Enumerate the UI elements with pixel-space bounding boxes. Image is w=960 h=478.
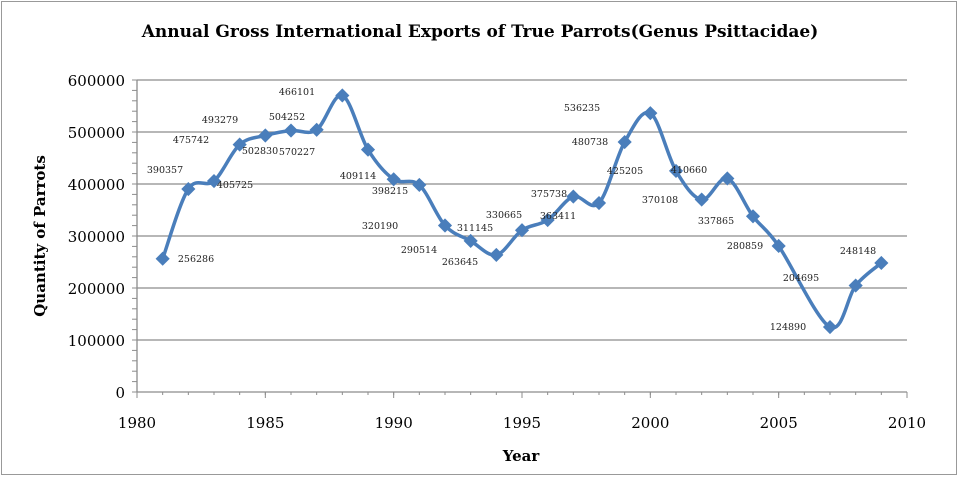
data-label: 290514 xyxy=(401,245,437,256)
data-label: 370108 xyxy=(642,195,678,206)
data-point-marker xyxy=(437,218,453,233)
data-point-marker xyxy=(822,319,838,335)
data-point-marker xyxy=(874,255,889,271)
data-label: 124890 xyxy=(770,322,806,333)
y-tick-label: 100000 xyxy=(68,332,125,350)
data-label: 466101 xyxy=(279,87,315,98)
data-point-marker xyxy=(617,134,632,150)
data-point-marker xyxy=(335,88,350,103)
data-point-marker xyxy=(232,137,247,152)
data-point-marker xyxy=(412,177,427,192)
x-tick-label: 1980 xyxy=(118,414,156,432)
data-label: 363411 xyxy=(540,211,576,222)
data-point-marker xyxy=(591,195,607,211)
data-label: 570227 xyxy=(279,147,315,158)
data-point-marker xyxy=(540,212,555,228)
data-label: 390357 xyxy=(147,165,183,176)
data-label: 425205 xyxy=(607,166,643,177)
data-point-marker xyxy=(206,173,222,189)
data-point-marker xyxy=(155,251,170,266)
x-tick-label: 2010 xyxy=(888,414,926,432)
x-axis-label: Year xyxy=(502,447,541,465)
x-tick-label: 1985 xyxy=(246,414,284,432)
data-point-marker xyxy=(258,128,273,143)
x-tick-label: 2000 xyxy=(631,414,669,432)
data-label: 502830 xyxy=(242,146,278,157)
data-label: 337865 xyxy=(698,216,734,227)
x-tick-label: 1990 xyxy=(375,414,413,432)
data-label: 409114 xyxy=(340,171,376,182)
data-label: 280859 xyxy=(727,241,763,252)
chart-title: Annual Gross International Exports of Tr… xyxy=(141,22,819,42)
data-point-marker xyxy=(745,209,761,224)
y-tick-label: 200000 xyxy=(68,280,125,298)
data-label: 398215 xyxy=(372,186,408,197)
data-label: 504252 xyxy=(269,112,305,123)
x-tick-label: 1995 xyxy=(503,414,541,432)
data-label: 375738 xyxy=(531,189,567,200)
data-point-marker xyxy=(668,163,684,178)
y-tick-label: 600000 xyxy=(68,72,125,90)
data-label: 330665 xyxy=(486,210,522,221)
data-label: 475742 xyxy=(173,135,209,146)
data-label: 405725 xyxy=(217,180,253,191)
y-tick-label: 400000 xyxy=(68,176,125,194)
y-tick-label: 0 xyxy=(115,384,125,402)
data-point-marker xyxy=(643,106,658,121)
y-tick-label: 500000 xyxy=(68,124,125,142)
data-point-marker xyxy=(463,233,478,249)
data-label: 536235 xyxy=(564,103,600,114)
data-point-marker xyxy=(720,171,735,186)
data-label: 320190 xyxy=(362,221,398,232)
y-tick-label: 300000 xyxy=(68,228,125,246)
data-label: 480738 xyxy=(572,137,608,148)
data-label: 493279 xyxy=(202,115,238,126)
data-point-marker xyxy=(181,181,196,197)
data-point-marker xyxy=(694,192,709,207)
data-point-marker xyxy=(848,278,863,293)
y-axis-label: Quantity of Parrots xyxy=(31,155,49,317)
data-label: 410660 xyxy=(671,165,707,176)
data-point-marker xyxy=(771,238,786,254)
data-point-marker xyxy=(566,189,581,204)
data-label: 311145 xyxy=(457,223,493,234)
series-line xyxy=(161,93,883,330)
data-label: 248148 xyxy=(840,246,876,257)
data-point-marker xyxy=(360,142,376,157)
data-point-marker xyxy=(514,223,530,238)
data-point-marker xyxy=(386,172,401,187)
data-label: 256286 xyxy=(178,254,214,265)
data-point-marker xyxy=(489,247,504,262)
data-point-marker xyxy=(283,123,299,138)
data-label: 204695 xyxy=(783,273,819,284)
data-point-marker xyxy=(309,122,324,137)
data-label: 263645 xyxy=(442,257,478,268)
x-tick-label: 2005 xyxy=(760,414,798,432)
